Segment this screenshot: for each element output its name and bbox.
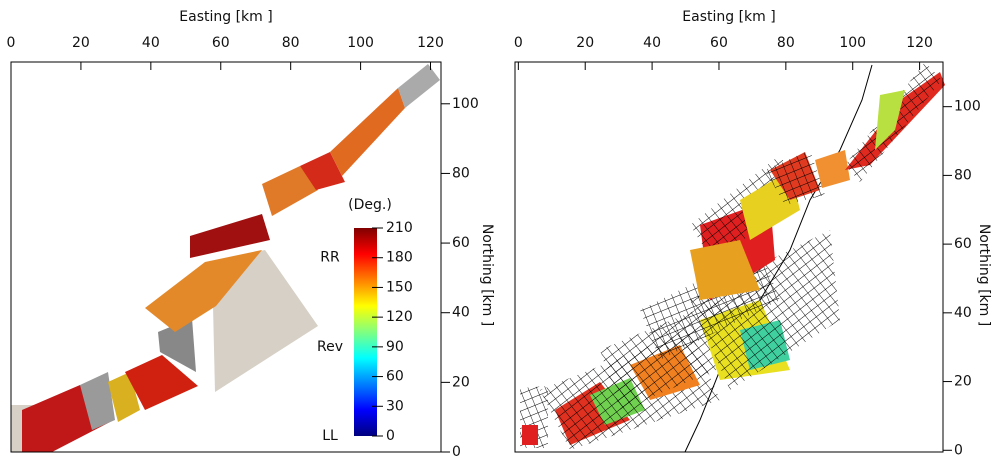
colorbar-title: (Deg.): [348, 197, 392, 213]
colorbar-tick-label: 120: [386, 309, 413, 325]
colorbar: [354, 228, 377, 436]
x-tick-label: 120: [417, 35, 444, 51]
x-tick-label: 20: [72, 35, 90, 51]
x-tick-label: 100: [839, 35, 866, 51]
y-tick-label: 40: [954, 305, 972, 321]
y-tick-label: 20: [954, 374, 972, 390]
colorbar-tick-label: 210: [386, 220, 413, 236]
colorbar-tick-label: 150: [386, 279, 413, 295]
y-tick-label: 60: [452, 235, 470, 251]
x-tick-label: 0: [7, 35, 16, 51]
plot-frame: [10, 61, 442, 453]
colorbar-tick-label: 30: [386, 398, 404, 414]
colorbar-annotation: Rev: [317, 339, 343, 355]
fault-patches: [11, 64, 440, 452]
x-tick-label: 60: [710, 35, 728, 51]
y-tick-label: 0: [954, 442, 963, 458]
y-tick-label: 60: [954, 236, 972, 252]
y-axis-title: Northing [km ]: [976, 224, 992, 326]
colorbar-tick-label: 0: [386, 428, 395, 444]
x-tick-label: 40: [142, 35, 160, 51]
x-tick-label: 100: [347, 35, 374, 51]
colorbar-annotation: LL: [322, 428, 338, 444]
colorbar-tick-label: 90: [386, 339, 404, 355]
x-tick-label: 0: [514, 35, 523, 51]
y-tick-label: 20: [452, 374, 470, 390]
fault-meshes: [520, 62, 945, 453]
y-tick-label: 80: [954, 167, 972, 183]
x-tick-label: 120: [906, 35, 933, 51]
x-tick-label: 80: [777, 35, 795, 51]
x-axis-title: Easting [km ]: [179, 9, 272, 25]
y-tick-label: 80: [452, 165, 470, 181]
y-tick-label: 0: [452, 444, 461, 460]
colorbar-tick-label: 60: [386, 369, 404, 385]
colorbar-tick-label: 180: [386, 250, 413, 266]
x-tick-label: 40: [643, 35, 661, 51]
y-tick-label: 100: [954, 99, 981, 115]
y-axis-title: Northing [km ]: [479, 224, 495, 326]
x-tick-label: 60: [212, 35, 230, 51]
plot-frame: [514, 61, 944, 453]
y-tick-label: 100: [452, 96, 479, 112]
y-tick-label: 40: [452, 305, 470, 321]
x-tick-label: 80: [282, 35, 300, 51]
x-tick-label: 20: [576, 35, 594, 51]
x-axis-title: Easting [km ]: [682, 9, 775, 25]
colorbar-annotation: RR: [320, 250, 340, 266]
